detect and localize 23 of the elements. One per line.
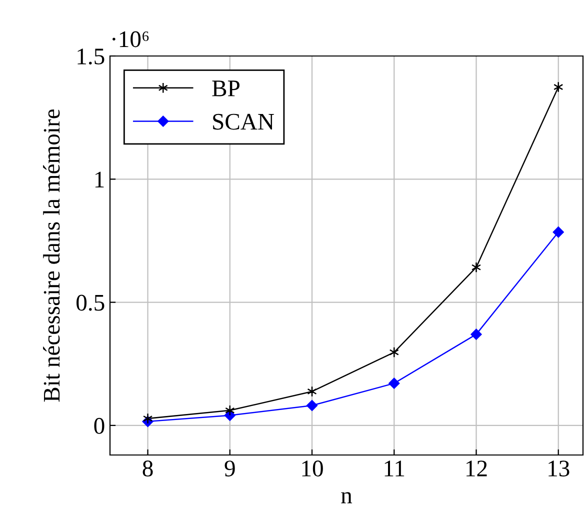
- x-tick-label: 13: [548, 460, 570, 476]
- x-tick-label: 10: [302, 460, 323, 476]
- point: [552, 226, 564, 238]
- point: [471, 262, 482, 273]
- x-tick-label: 9: [224, 460, 235, 476]
- legend-label: BP: [212, 80, 240, 96]
- point: [388, 378, 400, 389]
- x-tick-label: 8: [142, 460, 153, 476]
- x-tick-label: 12: [466, 460, 487, 476]
- point: [554, 82, 564, 93]
- y-axis-title: Bit nécessaire dans la mémoire: [43, 109, 60, 402]
- legend-label: SCAN: [213, 114, 274, 130]
- y-tick-label: 1: [95, 172, 104, 188]
- y-tick-label: 1.5: [78, 48, 104, 65]
- point: [470, 328, 482, 340]
- y-tick-label: 0.5: [76, 294, 104, 311]
- y-tick-label: 0: [94, 418, 104, 434]
- text: ·10⁶: [112, 31, 149, 48]
- point: [142, 413, 153, 424]
- x-tick-label: 11: [384, 460, 404, 476]
- point: [306, 400, 318, 412]
- point: [389, 346, 399, 358]
- x-axis-title: n: [341, 492, 352, 504]
